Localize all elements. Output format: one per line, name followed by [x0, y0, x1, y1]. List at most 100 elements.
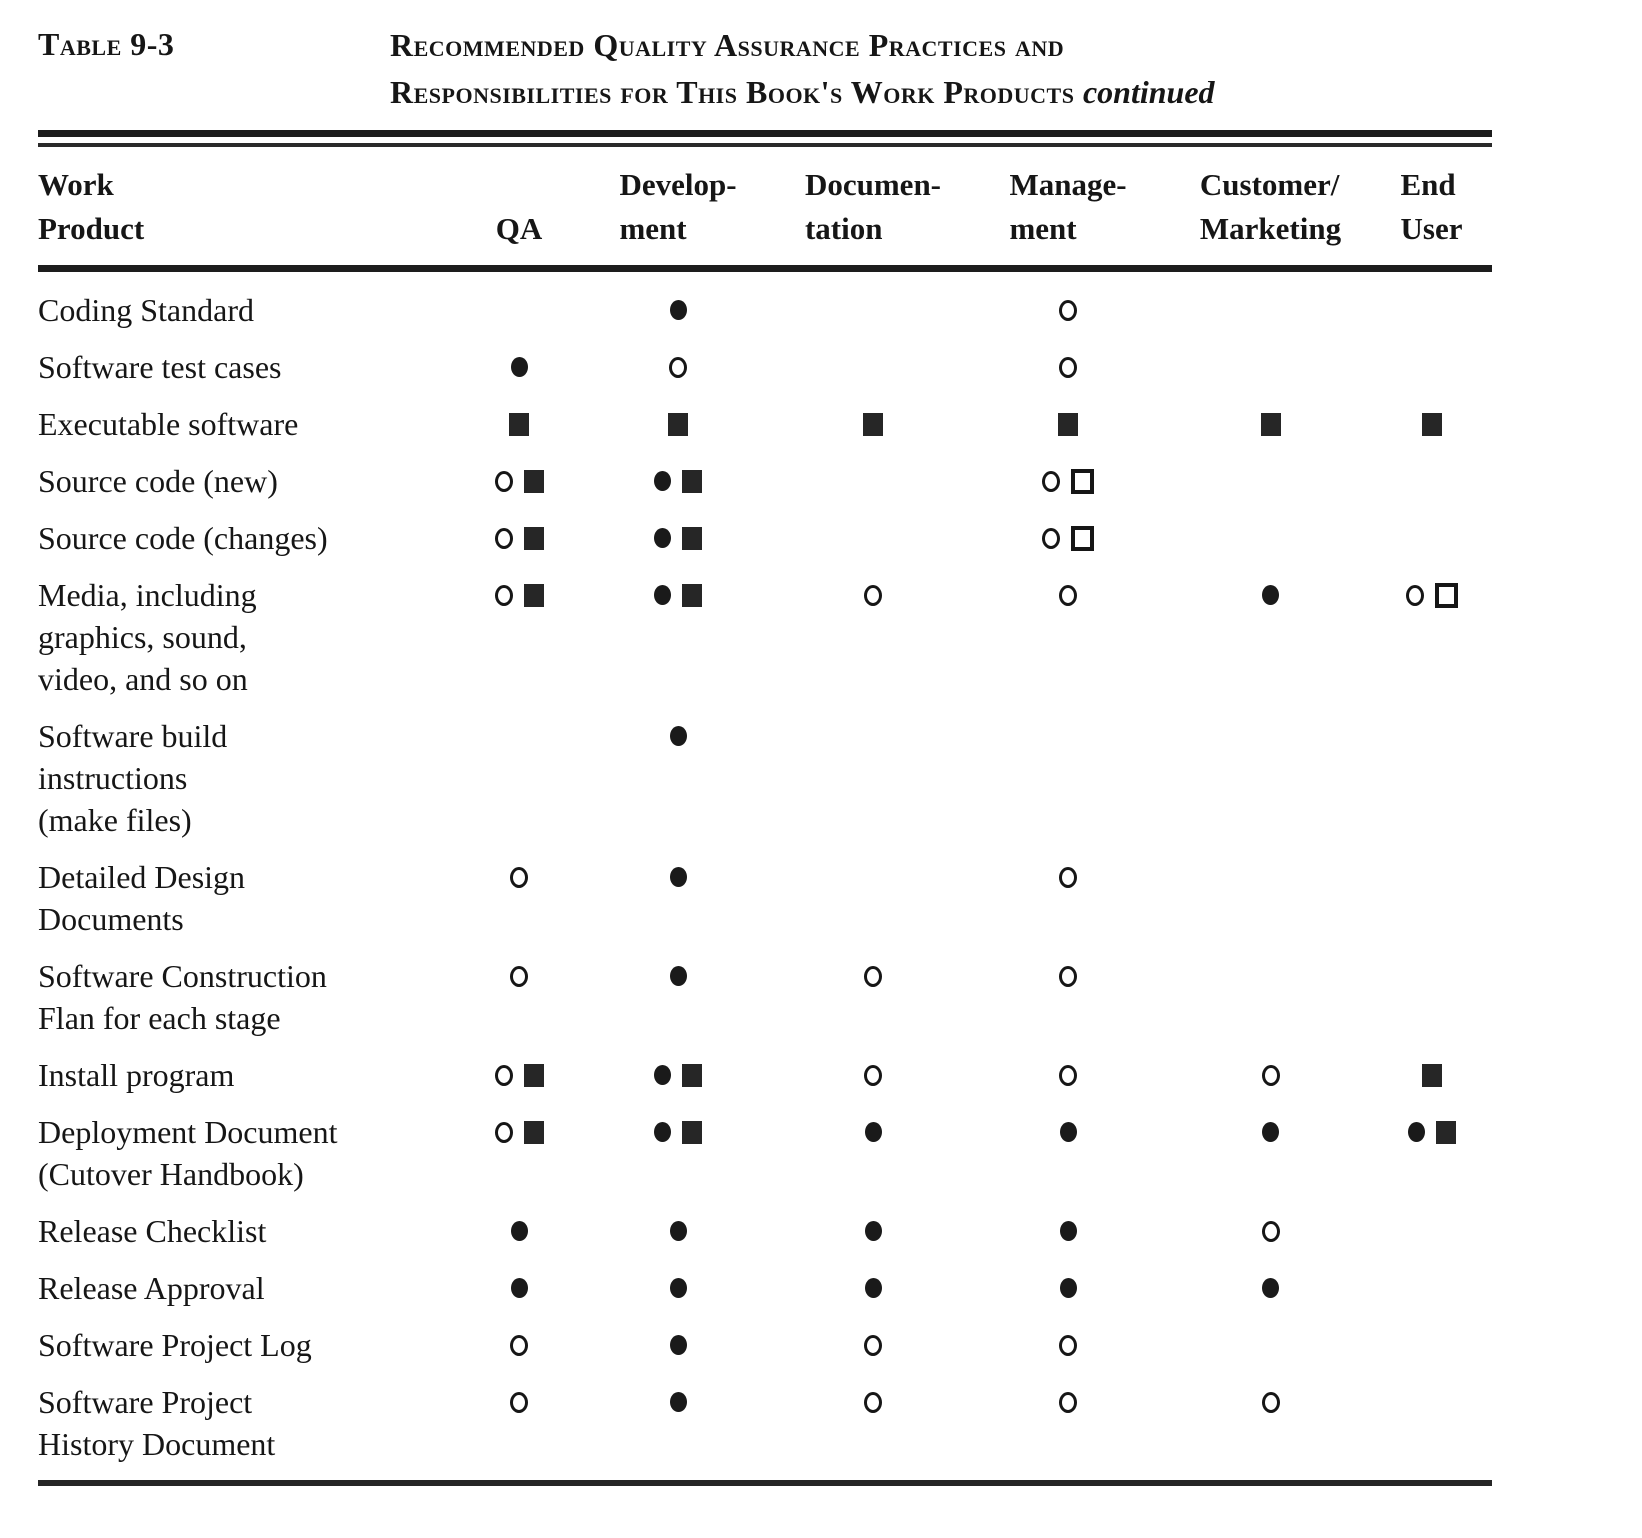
- circle-open-icon: [510, 1391, 528, 1413]
- cell-management: [968, 1324, 1168, 1366]
- circle-filled-icon: [669, 726, 687, 746]
- cell-qa: [460, 856, 578, 898]
- circle-filled-icon: [864, 1221, 882, 1241]
- cell-documentation: [778, 517, 968, 559]
- square-filled-icon: [523, 1120, 544, 1144]
- circle-open-icon: [494, 1121, 513, 1143]
- work-product-label: Release Checklist: [38, 1213, 267, 1249]
- cell-customer-marketing: [1168, 460, 1373, 502]
- cell-development: [578, 289, 778, 331]
- cell-qa: [460, 1054, 578, 1096]
- cell-customer-marketing: [1168, 403, 1373, 445]
- cell-management: [968, 1267, 1168, 1309]
- table-row: Software Construction Flan for each stage: [38, 955, 1492, 1039]
- circle-open-icon: [1059, 356, 1077, 378]
- cell-qa: [460, 1324, 578, 1366]
- square-filled-icon: [1435, 1120, 1456, 1144]
- circle-filled-icon: [864, 1122, 882, 1142]
- square-filled-icon: [668, 412, 688, 436]
- cell-management: [968, 1381, 1168, 1423]
- cell-documentation: [778, 574, 968, 616]
- column-header-text: End User: [1400, 167, 1463, 246]
- work-product-label: Software Project History Document: [38, 1384, 276, 1462]
- circle-open-icon: [1261, 1220, 1280, 1242]
- work-product-label: Executable software: [38, 406, 299, 442]
- cell-documentation: [778, 1267, 968, 1309]
- cell-qa: [460, 517, 578, 559]
- cell-documentation: [778, 856, 968, 898]
- cell-documentation: [778, 715, 968, 757]
- top-double-rule: [38, 130, 1492, 147]
- cell-customer-marketing: [1168, 715, 1373, 757]
- cell-management: [968, 856, 1168, 898]
- cell-end-user: [1373, 574, 1490, 616]
- column-header-development: Develop-ment: [578, 163, 778, 251]
- table-title-continued: continued: [1082, 74, 1215, 110]
- cell-customer-marketing: [1168, 1210, 1373, 1252]
- cell-qa: [460, 403, 578, 445]
- square-open-icon: [1071, 468, 1094, 494]
- cell-management: [968, 289, 1168, 331]
- circle-open-icon: [1059, 299, 1077, 321]
- table-number-label: Table 9-3: [38, 26, 175, 62]
- table-title-line1: Recommended Quality Assurance Practices …: [390, 27, 1065, 63]
- square-filled-icon: [1421, 1063, 1442, 1087]
- cell-documentation: [778, 1054, 968, 1096]
- circle-open-icon: [669, 356, 687, 378]
- cell-management: [968, 517, 1168, 559]
- cell-qa: [460, 715, 578, 757]
- circle-open-icon: [1059, 1064, 1077, 1086]
- square-filled-icon: [523, 526, 544, 550]
- square-filled-icon: [682, 469, 702, 493]
- table-row: Deployment Document (Cutover Handbook): [38, 1111, 1492, 1195]
- column-header-management: Manage-ment: [968, 163, 1168, 251]
- circle-filled-icon: [669, 1278, 687, 1298]
- table-title-line2: Responsibilities for This Book's Work Pr…: [390, 74, 1075, 110]
- circle-open-icon: [494, 1064, 513, 1086]
- cell-development: [578, 517, 778, 559]
- cell-management: [968, 574, 1168, 616]
- work-product-label: Source code (new): [38, 463, 278, 499]
- work-product-label: Release Approval: [38, 1270, 265, 1306]
- circle-open-icon: [1261, 1391, 1280, 1413]
- table-header-row: Work Product QA Develop-ment Documen-tation M…: [38, 147, 1492, 265]
- circle-filled-icon: [510, 357, 528, 377]
- circle-open-icon: [1059, 965, 1077, 987]
- circle-open-icon: [494, 527, 513, 549]
- work-product-label: Install program: [38, 1057, 235, 1093]
- cell-documentation: [778, 346, 968, 388]
- work-product-label: Source code (changes): [38, 520, 328, 556]
- circle-filled-icon: [654, 1122, 671, 1142]
- circle-filled-icon: [1262, 1122, 1279, 1142]
- cell-development: [578, 346, 778, 388]
- table-row: Media, including graphics, sound, video, a…: [38, 574, 1492, 700]
- circle-filled-icon: [1262, 585, 1279, 605]
- work-product-label: Coding Standard: [38, 292, 254, 328]
- column-header-text: Manage-ment: [1009, 167, 1127, 246]
- column-header-end-user: End User: [1373, 163, 1490, 251]
- circle-open-icon: [510, 965, 528, 987]
- work-product-label: Detailed Design Documents: [38, 859, 246, 937]
- cell-end-user: [1373, 1267, 1490, 1309]
- work-product-label: Software Construction Flan for each stage: [38, 958, 327, 1036]
- circle-filled-icon: [1059, 1278, 1077, 1298]
- column-header-text: Develop-ment: [619, 167, 737, 246]
- cell-documentation: [778, 1381, 968, 1423]
- cell-management: [968, 715, 1168, 757]
- circle-open-icon: [1042, 470, 1060, 492]
- square-filled-icon: [682, 1120, 702, 1144]
- cell-management: [968, 1054, 1168, 1096]
- cell-documentation: [778, 1324, 968, 1366]
- cell-customer-marketing: [1168, 1111, 1373, 1153]
- cell-documentation: [778, 289, 968, 331]
- cell-qa: [460, 574, 578, 616]
- circle-filled-icon: [669, 867, 687, 887]
- column-header-customer-marketing: Customer/Marketing: [1168, 163, 1373, 251]
- cell-development: [578, 1267, 778, 1309]
- cell-end-user: [1373, 403, 1490, 445]
- cell-customer-marketing: [1168, 955, 1373, 997]
- cell-end-user: [1373, 856, 1490, 898]
- square-filled-icon: [1421, 412, 1442, 436]
- cell-development: [578, 403, 778, 445]
- square-filled-icon: [523, 583, 544, 607]
